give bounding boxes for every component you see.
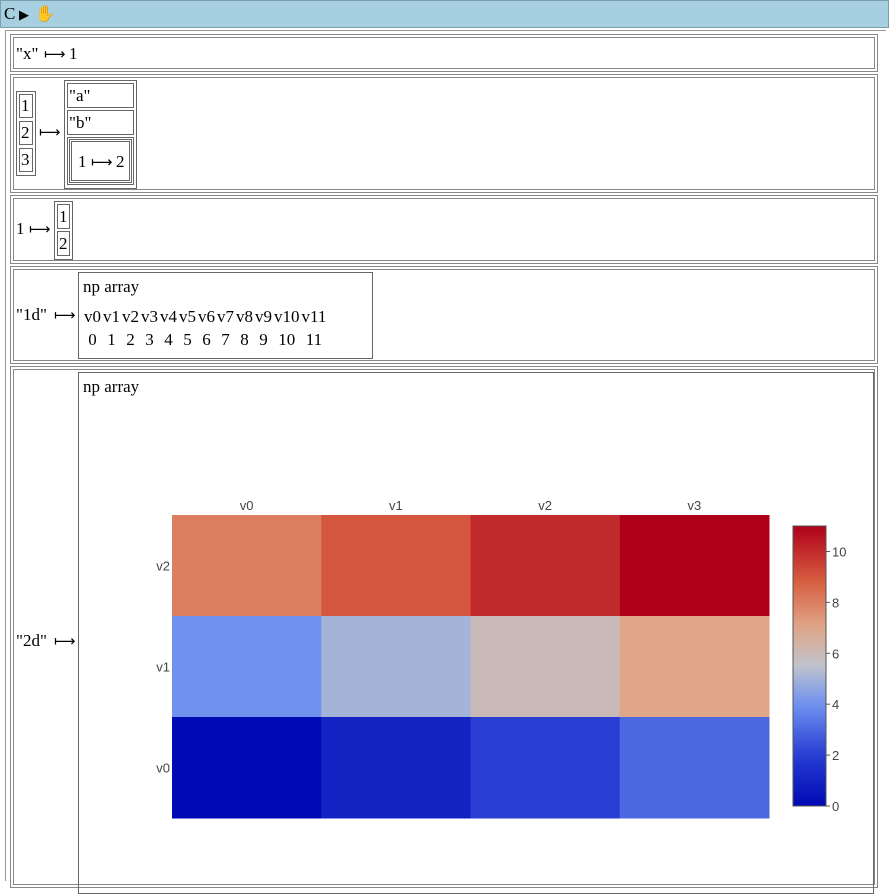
heatmap-cell[interactable]	[470, 515, 621, 617]
x-tick-label: v1	[389, 498, 403, 513]
heatmap-cell[interactable]	[321, 717, 471, 819]
colorbar-tick-label: 6	[832, 646, 839, 661]
np-array-2d: np array v0 v1 v2 v3 v2 v1 v0 0 2 4 6 8 10	[78, 372, 874, 894]
list-item: 2	[57, 231, 70, 256]
heatmap-cell[interactable]	[619, 616, 770, 718]
np-array-title: np array	[83, 277, 140, 296]
list-item: "a"	[67, 83, 134, 108]
heatmap-cell[interactable]	[470, 616, 621, 718]
heatmap-cell[interactable]	[172, 616, 322, 718]
colorbar-tick-label: 8	[832, 595, 839, 610]
y-tick-label: v0	[156, 761, 170, 776]
table-header-row: v0 v1 v2 v3 v4 v5 v6 v7 v8 v9 v10 v11	[84, 307, 327, 326]
heatmap-cell[interactable]	[172, 717, 322, 819]
dict-entry-x: "x" ⟼ 1	[10, 34, 878, 72]
output-area	[5, 30, 886, 881]
entry-value: 1	[69, 44, 78, 63]
dict-entry-1: 1 ⟼ 1 2	[10, 195, 878, 264]
maps-to-arrow: ⟼	[39, 123, 61, 141]
value-list: "a" "b" 1 ⟼ 2	[64, 80, 137, 189]
y-tick-label: v1	[156, 660, 170, 675]
toolbar: C ▶ ✋	[0, 0, 889, 28]
y-tick-label: v2	[156, 559, 170, 574]
maps-to-arrow: ⟼	[54, 306, 76, 324]
list-item: "b"	[67, 110, 134, 135]
entry-key: 1	[16, 219, 25, 238]
entry-key: "x"	[16, 44, 39, 63]
maps-to-arrow: ⟼	[44, 45, 66, 63]
key-list: 1 2 3	[16, 91, 36, 176]
list-item: 1	[19, 94, 33, 118]
dict-entry-list: 1 2 3 ⟼ "a" "b" 1 ⟼ 2	[10, 74, 878, 193]
entry-key: "1d"	[16, 305, 47, 324]
list-item: 3	[19, 148, 33, 172]
maps-to-arrow: ⟼	[29, 220, 51, 238]
np-array-table: v0 v1 v2 v3 v4 v5 v6 v7 v8 v9 v10 v11 0 1 2 3 4 5 6 7 8 9 10 1…	[83, 307, 327, 353]
play-icon[interactable]: ▶	[19, 8, 29, 23]
table-row: 0 1 2 3 4 5 6 7 8 9 10 11	[88, 330, 323, 349]
colorbar-tick-label: 10	[832, 544, 846, 559]
x-tick-label: v3	[688, 498, 702, 513]
value-list: 1 2	[54, 201, 73, 260]
heatmap-cell[interactable]	[321, 616, 471, 718]
list-item: 1	[57, 204, 70, 229]
entry-key: "2d"	[16, 631, 47, 650]
heatmap-cell[interactable]	[619, 717, 770, 819]
colorbar-tick-label: 2	[832, 748, 839, 763]
nested-dict: 1 ⟼ 2	[67, 137, 134, 185]
dict-entry-1d: "1d" ⟼ np array v0 v1 v2 v3 v4 v5 v6 v7 v8 v9 v10 v…	[10, 266, 878, 364]
dict-entry-2d: "2d" ⟼ np array v0 v1 v2 v3 v2 v1 v0 0 2 4 6 8 10	[10, 366, 878, 894]
heatmap-chart[interactable]: v0 v1 v2 v3 v2 v1 v0 0 2 4 6 8 10	[79, 373, 873, 873]
np-array-title: np array	[83, 377, 140, 396]
list-item: 2	[19, 121, 33, 145]
heatmap-cell[interactable]	[321, 515, 471, 617]
heatmap-cell[interactable]	[619, 515, 770, 617]
x-tick-label: v0	[240, 498, 254, 513]
colorbar	[792, 525, 827, 807]
colorbar-tick-label: 4	[832, 697, 839, 712]
colorbar-tick-label: 0	[832, 799, 839, 814]
c-button[interactable]: C	[4, 4, 16, 23]
nested-entry: 1 ⟼ 2	[71, 141, 130, 181]
hand-icon[interactable]: ✋	[35, 4, 55, 23]
heatmap-cell[interactable]	[470, 717, 621, 819]
maps-to-arrow: ⟼	[54, 632, 76, 650]
x-tick-label: v2	[538, 498, 552, 513]
heatmap-cell[interactable]	[172, 515, 322, 617]
